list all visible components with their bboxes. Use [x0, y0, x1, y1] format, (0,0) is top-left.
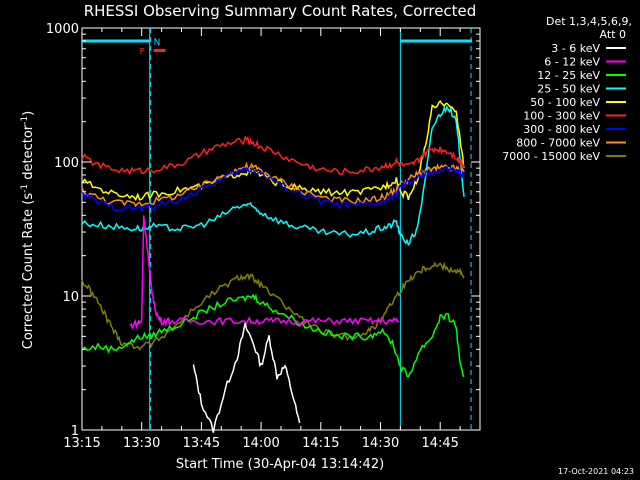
y-tick-label: 100 — [54, 156, 79, 171]
x-tick-label: 14:30 — [362, 436, 399, 451]
y-tick-label: 1 — [71, 424, 79, 439]
legend-label: 6 - 12 keV — [544, 56, 600, 69]
y-axis-label: Corrected Count Rate (s-1 detector-1) — [20, 111, 36, 349]
legend-label: 25 - 50 keV — [537, 83, 600, 96]
x-tick-label: 14:15 — [302, 436, 339, 451]
x-tick-label: 13:45 — [183, 436, 220, 451]
legend-label: 7000 - 15000 keV — [502, 150, 600, 163]
legend-label: 12 - 25 keV — [537, 69, 600, 82]
x-tick-label: 13:30 — [123, 436, 160, 451]
y-axis-label-main: Corrected Count Rate (s — [21, 193, 36, 350]
series-line-1 — [129, 215, 400, 330]
legend-label: 50 - 100 keV — [530, 96, 600, 109]
plot-area: FN — [81, 27, 481, 433]
series-line-5 — [81, 135, 465, 176]
chart-title: RHESSI Observing Summary Count Rates, Co… — [84, 2, 477, 20]
y-axis-label-end: ) — [21, 111, 36, 116]
x-tick-label: 13:15 — [63, 436, 100, 451]
series-line-0 — [192, 322, 301, 433]
x-tick-label: 14:00 — [242, 436, 279, 451]
flag-label-n: N — [154, 38, 161, 48]
legend-header-line2: Att 0 — [600, 28, 626, 41]
x-tick-label: 14:45 — [421, 436, 458, 451]
y-tick-label: 1000 — [46, 22, 79, 37]
legend-label: 3 - 6 keV — [551, 42, 600, 55]
series-line-7 — [81, 161, 465, 208]
series-line-4 — [81, 99, 465, 202]
y-axis-label-sup2: -1 — [20, 116, 30, 125]
series-line-6 — [81, 165, 465, 213]
legend-label: 800 - 7000 keV — [516, 137, 600, 150]
series-line-2 — [81, 293, 465, 378]
series-line-8 — [81, 261, 465, 351]
x-axis: 13:15 13:30 13:45 14:00 14:15 14:30 14:45 — [63, 28, 481, 451]
legend-label: 300 - 800 keV — [523, 123, 600, 136]
x-axis-label: Start Time (30-Apr-04 13:14:42) — [176, 457, 384, 472]
y-axis: 1 10 100 1000 — [46, 22, 480, 439]
flag-label-f: F — [140, 47, 145, 57]
legend-header-line1: Det 1,3,4,5,6,9, — [546, 15, 632, 28]
series-line-3 — [81, 105, 465, 246]
y-axis-label-mid: detector — [21, 124, 36, 184]
timestamp: 17-Oct-2021 04:23 — [558, 467, 634, 476]
legend-label: 100 - 300 keV — [523, 110, 600, 123]
y-tick-label: 10 — [62, 290, 79, 305]
y-axis-label-sup1: -1 — [20, 184, 30, 193]
